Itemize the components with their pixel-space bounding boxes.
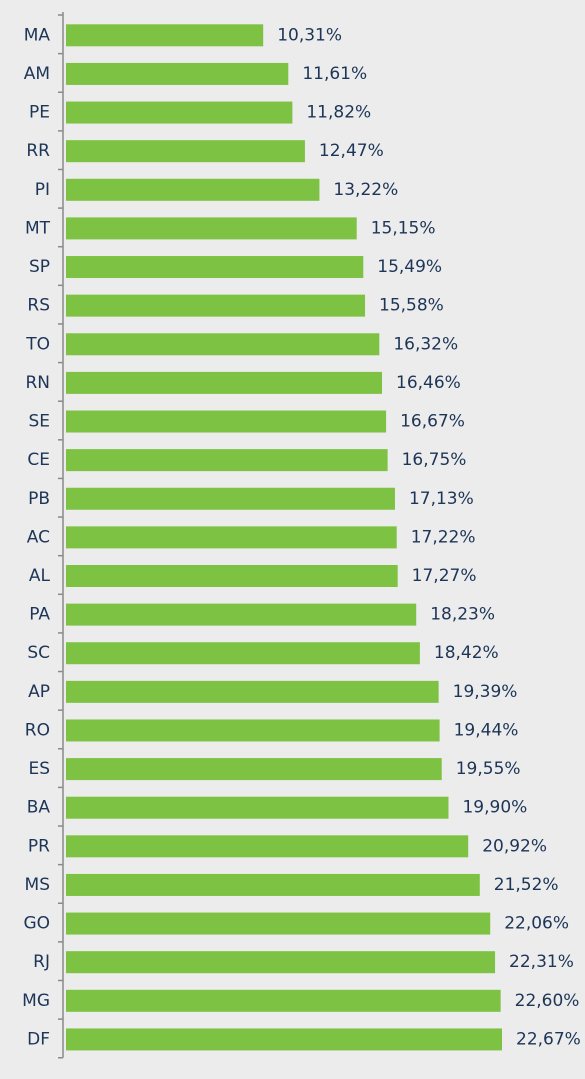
value-label: 22,06%: [504, 914, 569, 934]
value-label: 17,13%: [409, 489, 474, 509]
y-tick-label: PA: [29, 605, 50, 625]
y-tick-label: RR: [26, 141, 50, 161]
bar: [66, 989, 501, 1012]
bar: [66, 835, 469, 858]
value-label: 11,61%: [302, 64, 367, 84]
bar: [66, 256, 364, 279]
y-tick-label: RS: [27, 296, 50, 316]
y-tick-label: PR: [28, 836, 50, 856]
value-label: 18,42%: [434, 643, 499, 663]
bar: [66, 564, 398, 587]
value-label: 15,58%: [379, 296, 444, 316]
bar: [66, 410, 387, 433]
bar: [66, 487, 395, 510]
value-label: 20,92%: [482, 836, 547, 856]
bar: [66, 178, 320, 201]
y-tick-label: MG: [22, 991, 50, 1011]
value-label: 15,49%: [377, 257, 442, 277]
bar: [66, 217, 357, 240]
value-label: 19,44%: [454, 720, 519, 740]
value-label: 18,23%: [430, 605, 495, 625]
y-tick-label: ES: [28, 759, 50, 779]
value-label: 17,27%: [412, 566, 477, 586]
value-label: 13,22%: [333, 180, 398, 200]
y-tick-label: GO: [23, 914, 50, 934]
bar: [66, 719, 440, 742]
value-label: 19,90%: [462, 798, 527, 818]
y-tick-label: AP: [28, 682, 50, 702]
y-tick-label: RJ: [33, 952, 50, 972]
value-label: 19,39%: [453, 682, 518, 702]
y-tick-label: SP: [29, 257, 50, 277]
bar: [66, 140, 305, 163]
value-label: 17,22%: [411, 527, 476, 547]
bar: [66, 526, 397, 549]
bar: [66, 294, 366, 317]
y-tick-label: SC: [27, 643, 50, 663]
value-label: 22,60%: [515, 991, 580, 1011]
bar: [66, 873, 480, 896]
bar: [66, 912, 491, 935]
bar: [66, 62, 289, 85]
value-label: 12,47%: [319, 141, 384, 161]
bar: [66, 796, 449, 819]
bar: [66, 371, 383, 394]
y-tick-label: MA: [24, 25, 51, 45]
bar: [66, 603, 417, 626]
y-tick-label: AL: [29, 566, 51, 586]
value-label: 16,46%: [396, 373, 461, 393]
y-tick-label: AM: [24, 64, 50, 84]
y-tick-label: DF: [27, 1029, 50, 1049]
y-tick-label: PE: [29, 103, 50, 123]
y-tick-label: RN: [25, 373, 50, 393]
value-label: 22,67%: [516, 1029, 581, 1049]
value-label: 21,52%: [494, 875, 559, 895]
bar: [66, 951, 496, 974]
y-tick-label: MT: [25, 218, 51, 238]
y-tick-label: TO: [25, 334, 50, 354]
value-label: 16,75%: [402, 450, 467, 470]
y-tick-label: CE: [27, 450, 50, 470]
bar: [66, 333, 380, 356]
y-tick-label: MS: [25, 875, 50, 895]
value-label: 15,15%: [371, 218, 436, 238]
value-label: 19,55%: [456, 759, 521, 779]
value-label: 10,31%: [277, 25, 342, 45]
y-tick-label: PI: [35, 180, 50, 200]
bar: [66, 101, 293, 124]
y-tick-label: PB: [28, 489, 50, 509]
value-label: 22,31%: [509, 952, 574, 972]
bar: [66, 24, 264, 47]
bar: [66, 642, 420, 665]
y-tick-label: SE: [28, 412, 50, 432]
y-tick-label: AC: [27, 527, 50, 547]
y-tick-label: BA: [27, 798, 51, 818]
bar: [66, 1028, 502, 1051]
value-label: 16,32%: [393, 334, 458, 354]
bar: [66, 680, 439, 703]
value-label: 11,82%: [306, 103, 371, 123]
value-label: 16,67%: [400, 412, 465, 432]
bar: [66, 758, 442, 781]
bar: [66, 449, 388, 472]
y-tick-label: RO: [25, 720, 50, 740]
